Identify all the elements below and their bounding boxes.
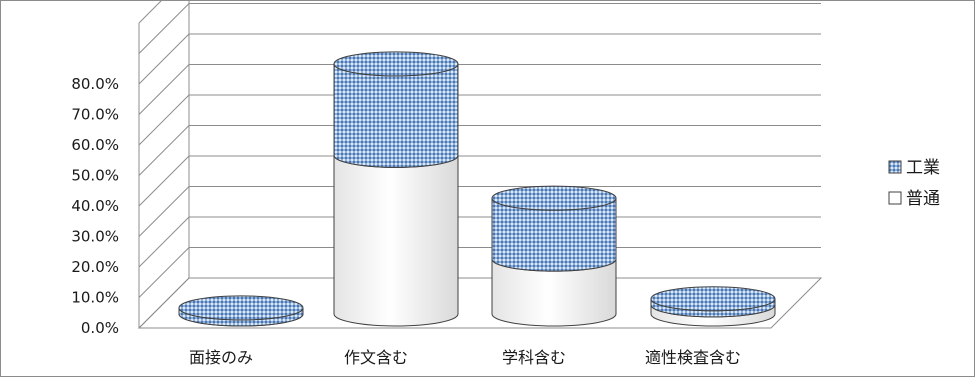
- y-tick-label: 80.0%: [71, 75, 119, 93]
- cylinder-top-cap: [491, 185, 617, 211]
- cylinder-segment: [333, 63, 459, 168]
- gridline: [138, 94, 821, 146]
- gridline: [138, 125, 821, 176]
- y-tick-label: 30.0%: [71, 228, 119, 246]
- legend-swatch: [888, 160, 902, 174]
- x-axis: 面接のみ 作文含む 学科含む 適性検査含む: [189, 348, 741, 367]
- x-category-label: 学科含む: [502, 348, 566, 367]
- y-tick-label: 50.0%: [71, 167, 119, 185]
- gridline: [138, 186, 821, 237]
- gridline: [138, 216, 821, 268]
- y-tick-label: 10.0%: [71, 289, 119, 307]
- x-category-label: 適性検査含む: [645, 348, 741, 367]
- legend-swatch: [888, 191, 902, 205]
- x-category-label: 作文含む: [344, 348, 408, 367]
- gridline: [138, 155, 821, 207]
- y-tick-label: 70.0%: [71, 106, 119, 124]
- gridline: [138, 3, 821, 54]
- y-axis: 0.0% 10.0% 20.0% 30.0% 40.0% 50.0% 60.0% 70.0% 8…: [71, 75, 119, 337]
- chart-walls: [137, 1, 823, 329]
- cylinder-top-cap: [333, 51, 459, 77]
- cylinder-top-cap: [650, 286, 776, 312]
- cylinder-segment: [333, 155, 459, 327]
- y-tick-label: 0.0%: [81, 319, 119, 337]
- bars: [178, 51, 776, 327]
- cylinder-top-cap: [178, 295, 304, 321]
- y-tick-label: 40.0%: [71, 197, 119, 215]
- y-tick-label: 60.0%: [71, 136, 119, 154]
- gridline: [138, 1, 162, 24]
- gridline: [138, 64, 821, 115]
- gridline: [138, 33, 821, 85]
- legend-label: 普通: [906, 189, 940, 209]
- floor: [137, 277, 823, 329]
- y-tick-label: 20.0%: [71, 258, 119, 276]
- legend-label: 工業: [906, 158, 940, 178]
- x-category-label: 面接のみ: [189, 348, 253, 367]
